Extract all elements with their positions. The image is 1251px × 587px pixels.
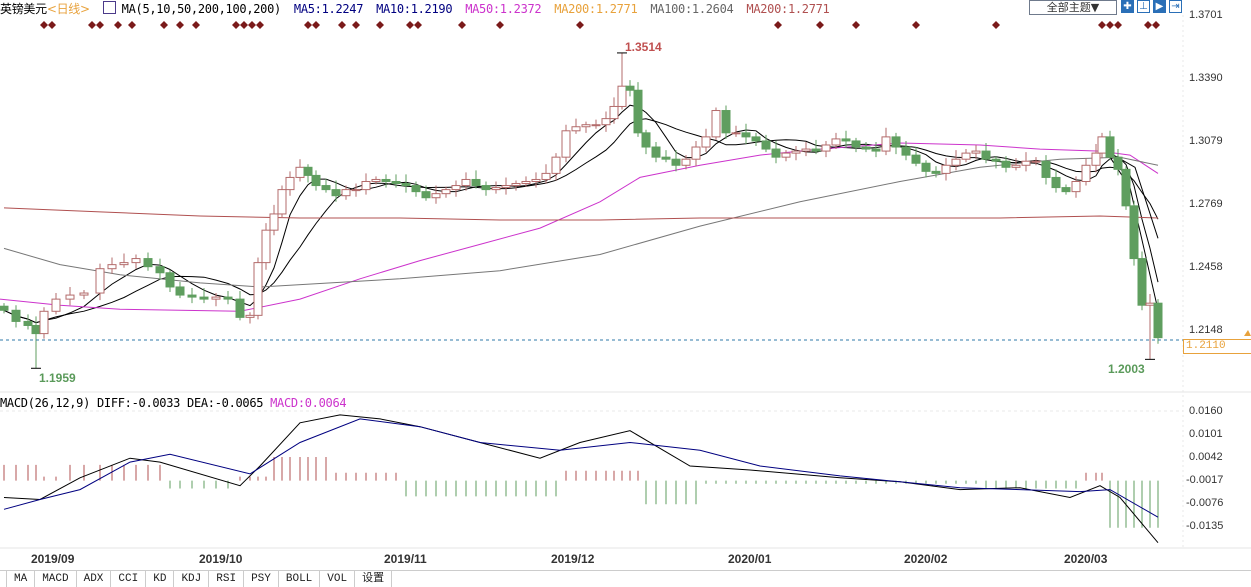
price-tick: 1.2148 (1189, 324, 1223, 336)
tab-kd[interactable]: KD (146, 571, 175, 587)
date-label: 2020/01 (728, 552, 772, 566)
price-tick: 1.3079 (1189, 135, 1223, 147)
date-label: 2019/10 (199, 552, 243, 566)
macd-value: MACD:0.0064 (270, 396, 347, 410)
macd-tick: 0.0042 (1189, 451, 1223, 463)
indicator-tabs: MA MACD ADX CCI KD KDJ RSI PSY BOLL VOL … (0, 570, 1251, 587)
tab-settings[interactable]: 设置 (355, 571, 393, 587)
event-markers (40, 21, 1160, 29)
ma100-value: MA100:1.2604 (650, 2, 734, 16)
ma5-value: MA5:1.2247 (293, 2, 364, 16)
date-label: 2019/12 (551, 552, 595, 566)
price-tick: 1.2458 (1189, 261, 1223, 273)
crosshair-button[interactable]: ✚ (1121, 0, 1134, 13)
macd-dea: DEA:-0.0065 (187, 396, 264, 410)
ma-settings-icon[interactable] (102, 1, 116, 14)
macd-tick: -0.0135 (1186, 520, 1224, 532)
high-annotation: 1.3514 (625, 40, 662, 54)
tab-rsi[interactable]: RSI (209, 571, 245, 587)
macd-tick: -0.0076 (1186, 497, 1224, 509)
chart-header: 英镑美元<日线> MA(5,10,50,200,100,200) MA5:1.2… (0, 0, 836, 16)
tab-cci[interactable]: CCI (111, 571, 147, 587)
macd-tick: 0.0160 (1189, 405, 1223, 417)
date-label: 2019/11 (384, 552, 427, 566)
tab-psy[interactable]: PSY (244, 571, 279, 587)
macd-tick: 0.0101 (1189, 428, 1223, 440)
macd-tick: -0.0017 (1186, 474, 1224, 486)
tab-adx[interactable]: ADX (77, 571, 112, 587)
price-tick: 1.3701 (1189, 9, 1223, 21)
ma50-value: MA50:1.2372 (465, 2, 542, 16)
play-back-button[interactable]: ▶ (1153, 0, 1166, 13)
price-tick: 1.2769 (1189, 198, 1223, 210)
tab-macd[interactable]: MACD (35, 571, 77, 587)
low-annotation-left: 1.1959 (39, 371, 76, 385)
period-label[interactable]: <日线> (46, 2, 90, 16)
ma200-value: MA200:1.2771 (554, 2, 638, 16)
date-label: 2019/09 (31, 552, 75, 566)
tab-ma[interactable]: MA (6, 571, 36, 587)
tab-boll[interactable]: BOLL (279, 571, 321, 587)
date-label: 2020/03 (1064, 552, 1108, 566)
macd-params: MACD(26,12,9) (0, 396, 91, 410)
macd-header: MACD(26,12,9) DIFF:-0.0033 DEA:-0.0065 M… (0, 396, 347, 410)
ma-params: MA(5,10,50,200,100,200) (121, 2, 282, 16)
macd-diff: DIFF:-0.0033 (96, 396, 181, 410)
ma10-value: MA10:1.2190 (376, 2, 453, 16)
low-annotation-right: 1.2003 (1108, 362, 1145, 376)
instrument-title: 英镑美元 (0, 2, 47, 16)
current-price-tag: 1.2110 (1183, 339, 1251, 354)
theme-select[interactable]: 全部主题▼ (1029, 0, 1117, 15)
tab-vol[interactable]: VOL (320, 571, 356, 587)
zoom-range-button[interactable]: ⊥ (1137, 0, 1150, 13)
ma200b-value: MA200:1.2771 (746, 2, 830, 16)
date-label: 2020/02 (904, 552, 948, 566)
move-right-button[interactable]: ⇥ (1169, 0, 1182, 13)
price-tick: 1.3390 (1189, 72, 1223, 84)
tab-kdj[interactable]: KDJ (174, 571, 210, 587)
